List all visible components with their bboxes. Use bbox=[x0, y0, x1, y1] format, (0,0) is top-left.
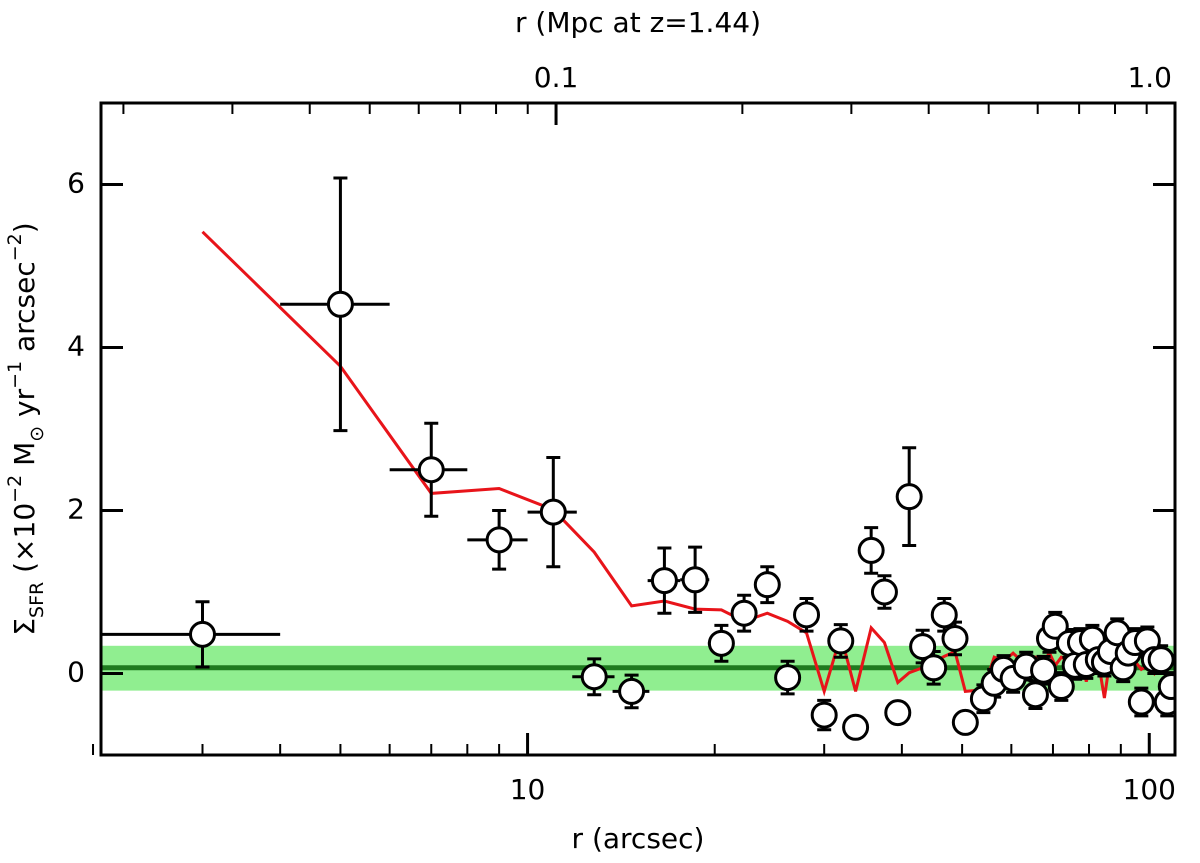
data-point bbox=[909, 633, 937, 661]
data-point bbox=[730, 599, 758, 627]
data-point bbox=[618, 677, 646, 705]
data-point bbox=[188, 620, 216, 648]
y-label-part: yr bbox=[8, 388, 41, 425]
x2-tick-label: 0.1 bbox=[534, 61, 579, 94]
data-point bbox=[1047, 673, 1075, 701]
data-point bbox=[774, 664, 802, 692]
y-label-part: −2 bbox=[4, 475, 26, 503]
data-point bbox=[1127, 688, 1155, 716]
y-tick-label: 6 bbox=[67, 167, 85, 200]
y-axis-label: ΣSFR (×10−2 M⊙ yr−1 arcsec−2) bbox=[4, 222, 48, 635]
y-tick-label: 4 bbox=[67, 330, 85, 363]
data-point bbox=[580, 663, 608, 691]
y-label-part: −2 bbox=[4, 233, 26, 261]
data-point bbox=[920, 654, 948, 682]
y-label-part: ) bbox=[8, 222, 41, 233]
x2-tick-label: 1.0 bbox=[1127, 61, 1172, 94]
x-tick-label: 100 bbox=[1123, 773, 1176, 806]
y-label-part: ⊙ bbox=[26, 426, 48, 442]
y-tick-label: 2 bbox=[67, 493, 85, 526]
data-point bbox=[539, 498, 567, 526]
data-point bbox=[707, 629, 735, 657]
axes: 0 2 4 6 10 100 0.1 1.0 bbox=[67, 61, 1177, 806]
data-point bbox=[857, 536, 885, 564]
data-point bbox=[895, 483, 923, 511]
data-point bbox=[650, 567, 678, 595]
y-label-part: Σ bbox=[8, 618, 41, 636]
y-label-part: −1 bbox=[4, 361, 26, 389]
data-point bbox=[485, 526, 513, 554]
data-point bbox=[1041, 612, 1069, 640]
y-label-part: arcsec bbox=[8, 261, 41, 361]
data-point bbox=[1030, 656, 1058, 684]
data-point bbox=[842, 713, 870, 741]
x-tick-label: 10 bbox=[510, 773, 546, 806]
data-point bbox=[753, 571, 781, 599]
y-tick-label: 0 bbox=[67, 656, 85, 689]
y-label-part: M bbox=[8, 442, 41, 475]
y-label-part: SFR bbox=[26, 582, 48, 618]
data-point bbox=[884, 699, 912, 727]
data-point bbox=[417, 456, 445, 484]
data-point bbox=[1147, 646, 1175, 674]
data-point bbox=[1157, 673, 1175, 701]
data-point bbox=[1021, 681, 1049, 709]
y-label-part: (×10 bbox=[8, 503, 41, 582]
data-point bbox=[793, 601, 821, 629]
data-point bbox=[810, 701, 838, 729]
data-point bbox=[681, 566, 709, 594]
x2-axis-label: r (Mpc at z=1.44) bbox=[515, 6, 761, 39]
data-point bbox=[326, 290, 354, 318]
data-point bbox=[870, 578, 898, 606]
data-point bbox=[827, 627, 855, 655]
plot-area bbox=[101, 176, 1175, 741]
x-axis-label: r (arcsec) bbox=[572, 822, 705, 855]
data-point bbox=[941, 624, 969, 652]
plot-frame bbox=[99, 101, 1177, 757]
data-point bbox=[951, 708, 979, 736]
data-point bbox=[930, 601, 958, 629]
